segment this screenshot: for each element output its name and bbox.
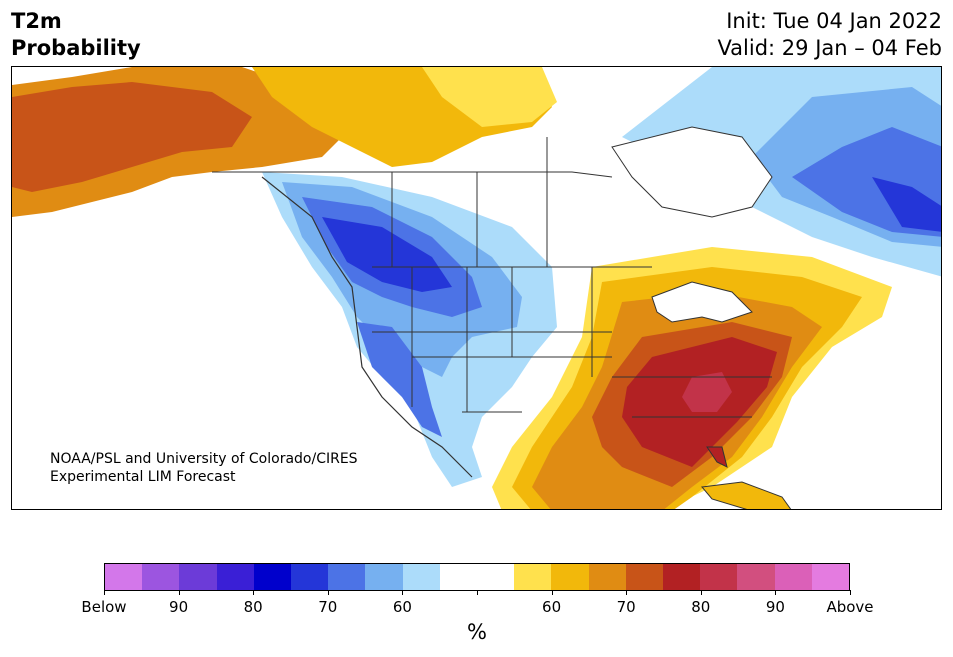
colorbar-tick (551, 590, 553, 595)
colorbar-bin (439, 564, 478, 590)
colorbar-bin (477, 564, 515, 590)
sw-cold-strip (357, 322, 442, 437)
colorbar-tick (402, 590, 404, 595)
georgia-pink-core (682, 372, 732, 412)
colorbar-tick (477, 590, 478, 595)
colorbar-tick (700, 590, 702, 595)
probability-colorbar (104, 563, 850, 591)
colorbar-bin (625, 564, 664, 590)
colorbar-tick (253, 590, 255, 595)
borders (212, 137, 772, 418)
colorbar-bin (216, 564, 254, 590)
colorbar-tick-label: 80 (691, 598, 711, 616)
east-canada-cold-core (872, 177, 941, 232)
colorbar-tick-label: 90 (169, 598, 189, 616)
map-title: T2m Probability (11, 8, 141, 62)
west-coast (261, 176, 473, 478)
colorbar-bin (551, 564, 589, 590)
colorbar-bin (811, 564, 850, 590)
colorbar-tick (104, 590, 105, 595)
western-cold-core (322, 217, 452, 292)
colorbar-bin (142, 564, 180, 590)
colorbar-bin (700, 564, 738, 590)
florida (706, 446, 728, 468)
cuba (701, 481, 792, 509)
colorbar-bin (737, 564, 775, 590)
alaska-warm-core (12, 82, 252, 192)
hudson-bay (611, 126, 773, 218)
init-date: Init: Tue 04 Jan 2022 (726, 9, 942, 33)
colorbar-bin (402, 564, 440, 590)
colorbar-tick-label: 90 (765, 598, 785, 616)
map-dates: Init: Tue 04 Jan 2022 Valid: 29 Jan – 04… (717, 8, 942, 62)
colorbar-tick (327, 590, 329, 595)
colorbar-bin (328, 564, 366, 590)
colorbar-bin (514, 564, 552, 590)
colorbar-bin (663, 564, 701, 590)
title-probability: Probability (11, 36, 141, 60)
credit-text: NOAA/PSL and University of Colorado/CIRE… (50, 450, 358, 486)
colorbar-tick-label: 60 (542, 598, 562, 616)
colorbar-tick-label: Above (826, 598, 874, 616)
colorbar-bin (588, 564, 626, 590)
colorbar-tick-label: 60 (392, 598, 412, 616)
colorbar-tick (626, 590, 628, 595)
colorbar-bin (253, 564, 292, 590)
colorbar-tick (850, 590, 851, 595)
colorbar-bin (774, 564, 812, 590)
colorbar-tick (775, 590, 777, 595)
colorbar-bin (365, 564, 403, 590)
colorbar-bin (105, 564, 143, 590)
title-variable: T2m (11, 9, 62, 33)
colorbar-tick-label: Below (81, 598, 127, 616)
colorbar-tick-label: 70 (616, 598, 636, 616)
great-lakes (651, 281, 753, 323)
credit-line2: Experimental LIM Forecast (50, 469, 236, 485)
credit-line1: NOAA/PSL and University of Colorado/CIRE… (50, 451, 358, 467)
colorbar-unit: % (467, 620, 487, 644)
valid-range: Valid: 29 Jan – 04 Feb (717, 36, 942, 60)
colorbar-tick (178, 590, 180, 595)
forecast-map: NOAA/PSL and University of Colorado/CIRE… (11, 66, 942, 510)
north-america-map (12, 67, 941, 509)
colorbar-tick-label: 80 (243, 598, 263, 616)
colorbar-tick-label: 70 (318, 598, 338, 616)
yukon-light-yellow (422, 67, 557, 127)
colorbar-bin (291, 564, 329, 590)
colorbar-bin (179, 564, 217, 590)
